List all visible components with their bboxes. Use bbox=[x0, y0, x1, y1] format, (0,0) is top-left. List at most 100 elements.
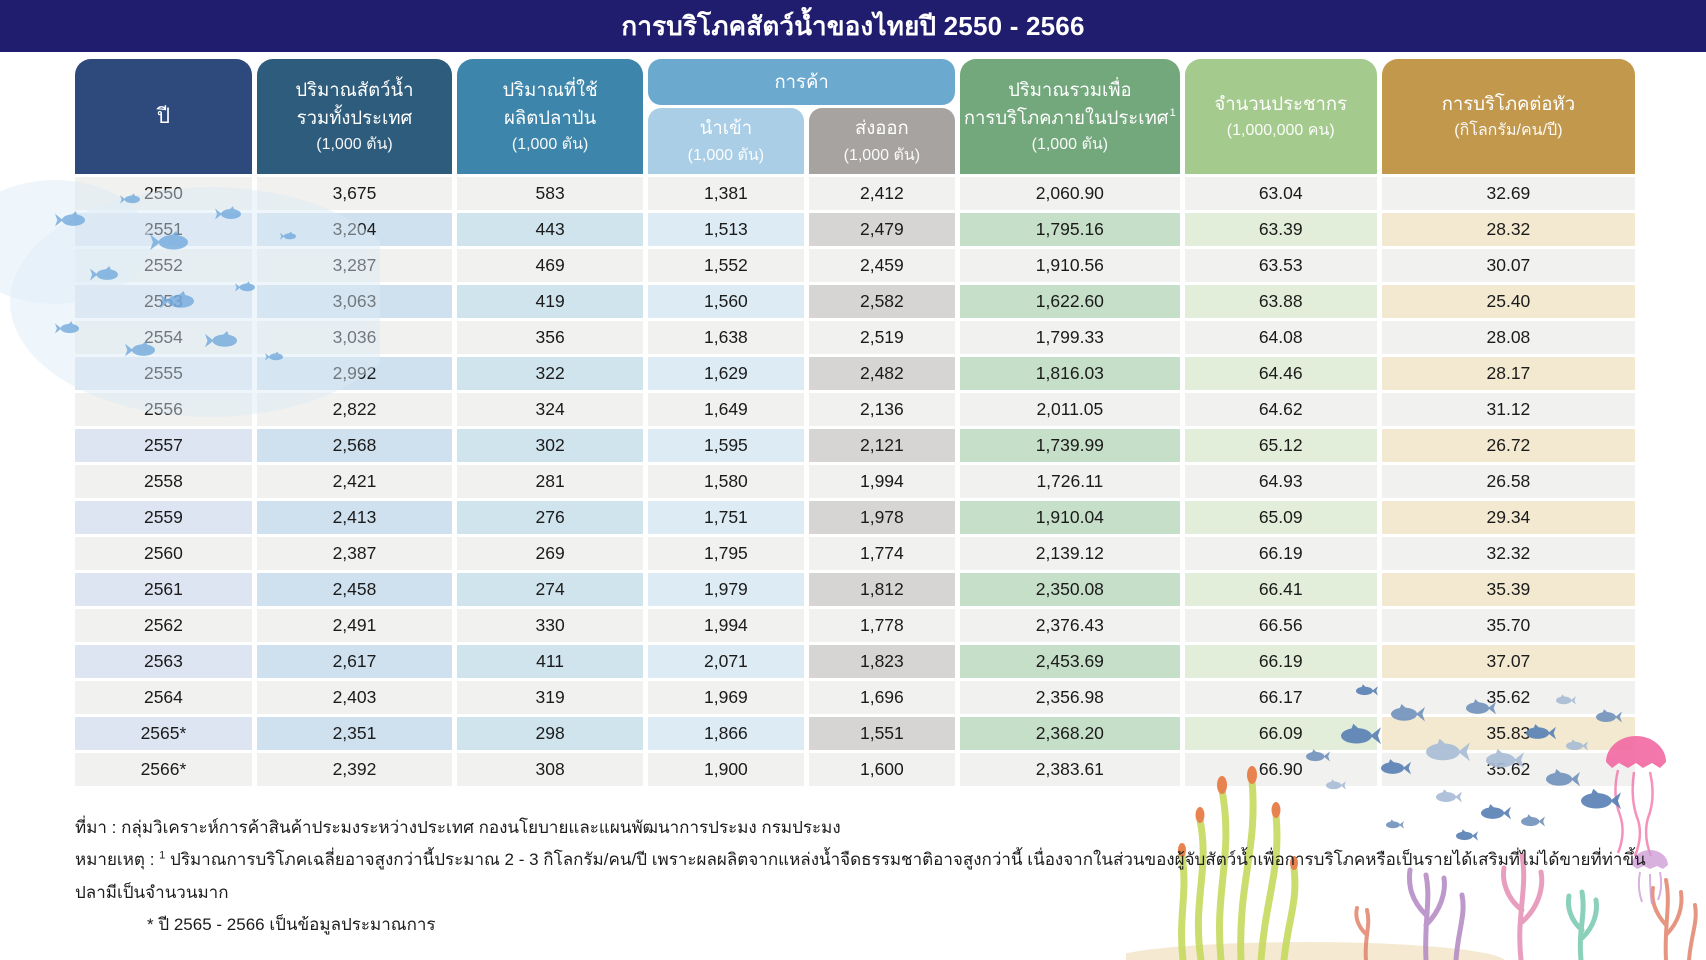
cell-import: 2,071 bbox=[648, 645, 804, 678]
cell-total: 2,387 bbox=[256, 537, 453, 570]
cell-import: 1,969 bbox=[648, 681, 804, 714]
col-header-import: นำเข้า (1,000 ตัน) bbox=[648, 108, 804, 174]
cell-consumption: 1,910.56 bbox=[960, 249, 1180, 282]
cell-export: 1,551 bbox=[808, 717, 956, 750]
cell-percapita: 31.12 bbox=[1381, 393, 1635, 426]
fish-icon bbox=[1581, 788, 1621, 810]
cell-population: 64.08 bbox=[1184, 321, 1377, 354]
cell-fishmeal: 411 bbox=[457, 645, 644, 678]
cell-year: 2563 bbox=[75, 645, 252, 678]
cell-fishmeal: 274 bbox=[457, 573, 644, 606]
cell-percapita: 35.39 bbox=[1381, 573, 1635, 606]
table-row: 2564 2,403 319 1,969 1,696 2,356.98 66.17 35.62 bbox=[75, 681, 1635, 714]
cell-year: 2565* bbox=[75, 717, 252, 750]
cell-total: 2,491 bbox=[256, 609, 453, 642]
cell-import: 1,560 bbox=[648, 285, 804, 318]
cell-total: 2,413 bbox=[256, 501, 453, 534]
cell-percapita: 32.32 bbox=[1381, 537, 1635, 570]
cell-consumption: 2,368.20 bbox=[960, 717, 1180, 750]
cell-export: 1,823 bbox=[808, 645, 956, 678]
table-row: 2561 2,458 274 1,979 1,812 2,350.08 66.41 35.39 bbox=[75, 573, 1635, 606]
cell-population: 66.56 bbox=[1184, 609, 1377, 642]
cell-consumption: 2,453.69 bbox=[960, 645, 1180, 678]
cell-population: 66.41 bbox=[1184, 573, 1377, 606]
cell-import: 1,866 bbox=[648, 717, 804, 750]
cell-year: 2558 bbox=[75, 465, 252, 498]
cell-export: 2,519 bbox=[808, 321, 956, 354]
consumption-table-wrap: ปี ปริมาณสัตว์น้ำ รวมทั้งประเทศ (1,000 ต… bbox=[70, 56, 1640, 789]
cell-total: 2,568 bbox=[256, 429, 453, 462]
cell-population: 64.46 bbox=[1184, 357, 1377, 390]
table-row: 2551 3,204 443 1,513 2,479 1,795.16 63.39 28.32 bbox=[75, 213, 1635, 246]
cell-fishmeal: 302 bbox=[457, 429, 644, 462]
cell-fishmeal: 298 bbox=[457, 717, 644, 750]
cell-fishmeal: 324 bbox=[457, 393, 644, 426]
cell-fishmeal: 281 bbox=[457, 465, 644, 498]
cell-fishmeal: 330 bbox=[457, 609, 644, 642]
cell-population: 65.09 bbox=[1184, 501, 1377, 534]
col-header-year: ปี bbox=[75, 59, 252, 174]
cell-total: 2,992 bbox=[256, 357, 453, 390]
cell-percapita: 35.62 bbox=[1381, 681, 1635, 714]
cell-consumption: 1,795.16 bbox=[960, 213, 1180, 246]
cell-year: 2559 bbox=[75, 501, 252, 534]
table-row: 2566* 2,392 308 1,900 1,600 2,383.61 66.90 35.6… bbox=[75, 753, 1635, 786]
cell-percapita: 26.72 bbox=[1381, 429, 1635, 462]
col-header-export: ส่งออก (1,000 ตัน) bbox=[808, 108, 956, 174]
source-note: ที่มา : กลุ่มวิเคราะห์การค้าสินค้าประมงร… bbox=[75, 818, 841, 837]
table-row: 2557 2,568 302 1,595 2,121 1,739.99 65.12 26.72 bbox=[75, 429, 1635, 462]
cell-fishmeal: 583 bbox=[457, 177, 644, 210]
table-row: 2550 3,675 583 1,381 2,412 2,060.90 63.04 32.69 bbox=[75, 177, 1635, 210]
cell-consumption: 2,356.98 bbox=[960, 681, 1180, 714]
cell-population: 65.12 bbox=[1184, 429, 1377, 462]
cell-import: 1,638 bbox=[648, 321, 804, 354]
cell-year: 2553 bbox=[75, 285, 252, 318]
cell-population: 64.93 bbox=[1184, 465, 1377, 498]
cell-consumption: 2,376.43 bbox=[960, 609, 1180, 642]
cell-consumption: 2,383.61 bbox=[960, 753, 1180, 786]
cell-export: 2,459 bbox=[808, 249, 956, 282]
table-row: 2552 3,287 469 1,552 2,459 1,910.56 63.53 30.07 bbox=[75, 249, 1635, 282]
table-row: 2553 3,063 419 1,560 2,582 1,622.60 63.88 25.40 bbox=[75, 285, 1635, 318]
col-header-total-quantity: ปริมาณสัตว์น้ำ รวมทั้งประเทศ (1,000 ตัน) bbox=[256, 59, 453, 174]
consumption-table: ปี ปริมาณสัตว์น้ำ รวมทั้งประเทศ (1,000 ต… bbox=[70, 56, 1640, 789]
cell-total: 2,458 bbox=[256, 573, 453, 606]
cell-consumption: 2,060.90 bbox=[960, 177, 1180, 210]
cell-export: 1,774 bbox=[808, 537, 956, 570]
cell-population: 63.04 bbox=[1184, 177, 1377, 210]
cell-total: 2,822 bbox=[256, 393, 453, 426]
cell-total: 3,675 bbox=[256, 177, 453, 210]
cell-import: 1,900 bbox=[648, 753, 804, 786]
cell-import: 1,751 bbox=[648, 501, 804, 534]
cell-fishmeal: 308 bbox=[457, 753, 644, 786]
cell-total: 2,392 bbox=[256, 753, 453, 786]
fish-icon bbox=[1436, 789, 1462, 803]
cell-total: 2,421 bbox=[256, 465, 453, 498]
table-row: 2554 3,036 356 1,638 2,519 1,799.33 64.08 28.08 bbox=[75, 321, 1635, 354]
cell-population: 66.09 bbox=[1184, 717, 1377, 750]
table-row: 2565* 2,351 298 1,866 1,551 2,368.20 66.09 35.8… bbox=[75, 717, 1635, 750]
title-bar: การบริโภคสัตว์น้ำของไทยปี 2550 - 2566 bbox=[0, 0, 1706, 52]
cell-export: 1,600 bbox=[808, 753, 956, 786]
cell-import: 1,795 bbox=[648, 537, 804, 570]
col-header-trade-group: การค้า bbox=[648, 59, 956, 105]
cell-percapita: 28.08 bbox=[1381, 321, 1635, 354]
cell-year: 2560 bbox=[75, 537, 252, 570]
col-header-per-capita: การบริโภคต่อหัว (กิโลกรัม/คน/ปี) bbox=[1381, 59, 1635, 174]
page-title: การบริโภคสัตว์น้ำของไทยปี 2550 - 2566 bbox=[621, 10, 1085, 41]
cell-fishmeal: 269 bbox=[457, 537, 644, 570]
remark-note: หมายเหตุ : 1 ปริมาณการบริโภคเฉลี่ยอาจสูง… bbox=[75, 849, 1646, 902]
table-row: 2556 2,822 324 1,649 2,136 2,011.05 64.62 31.12 bbox=[75, 393, 1635, 426]
cell-fishmeal: 356 bbox=[457, 321, 644, 354]
cell-year: 2552 bbox=[75, 249, 252, 282]
cell-import: 1,994 bbox=[648, 609, 804, 642]
cell-import: 1,580 bbox=[648, 465, 804, 498]
col-header-fishmeal: ปริมาณที่ใช้ ผลิตปลาป่น (1,000 ตัน) bbox=[457, 59, 644, 174]
cell-import: 1,381 bbox=[648, 177, 804, 210]
cell-consumption: 2,011.05 bbox=[960, 393, 1180, 426]
cell-percapita: 35.62 bbox=[1381, 753, 1635, 786]
cell-percapita: 26.58 bbox=[1381, 465, 1635, 498]
col-header-domestic-consumption: ปริมาณรวมเพื่อ การบริโภคภายในประเทศ1 (1,… bbox=[960, 59, 1180, 174]
cell-total: 2,617 bbox=[256, 645, 453, 678]
